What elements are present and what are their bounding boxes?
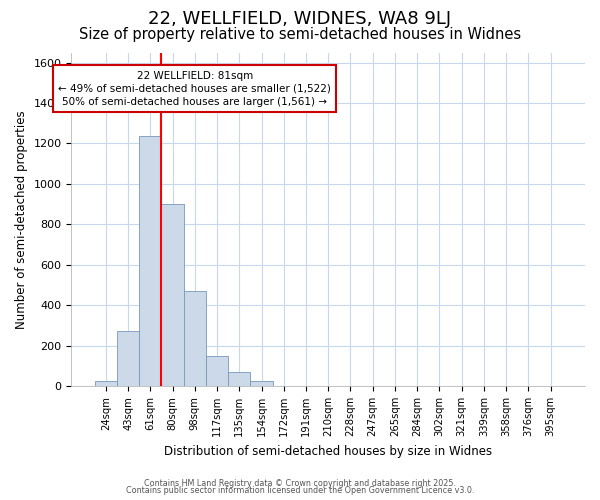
Bar xyxy=(139,136,161,386)
Bar xyxy=(161,204,184,386)
Y-axis label: Number of semi-detached properties: Number of semi-detached properties xyxy=(15,110,28,328)
Bar xyxy=(250,381,272,386)
Bar xyxy=(95,381,117,386)
Bar xyxy=(228,372,250,386)
Bar xyxy=(117,332,139,386)
Text: Contains HM Land Registry data © Crown copyright and database right 2025.: Contains HM Land Registry data © Crown c… xyxy=(144,478,456,488)
Bar xyxy=(184,291,206,386)
X-axis label: Distribution of semi-detached houses by size in Widnes: Distribution of semi-detached houses by … xyxy=(164,444,492,458)
Text: 22, WELLFIELD, WIDNES, WA8 9LJ: 22, WELLFIELD, WIDNES, WA8 9LJ xyxy=(148,10,452,28)
Text: Size of property relative to semi-detached houses in Widnes: Size of property relative to semi-detach… xyxy=(79,28,521,42)
Text: Contains public sector information licensed under the Open Government Licence v3: Contains public sector information licen… xyxy=(126,486,474,495)
Bar xyxy=(206,356,228,386)
Text: 22 WELLFIELD: 81sqm
← 49% of semi-detached houses are smaller (1,522)
50% of sem: 22 WELLFIELD: 81sqm ← 49% of semi-detach… xyxy=(58,70,331,107)
